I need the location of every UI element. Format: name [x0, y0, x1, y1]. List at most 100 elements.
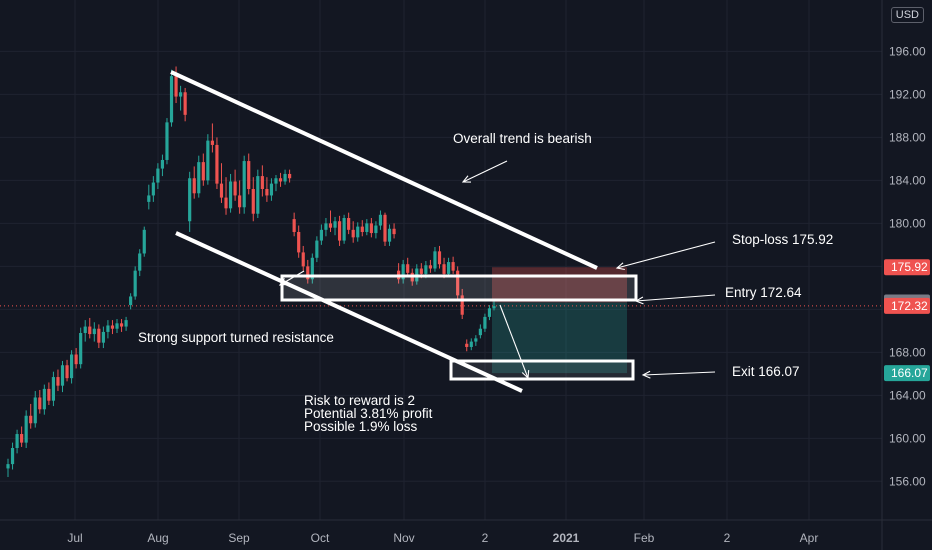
candle-body	[83, 326, 87, 334]
candle-body	[265, 188, 269, 196]
candle-body	[456, 270, 460, 296]
candle-body	[74, 354, 78, 365]
candle-body	[310, 257, 314, 280]
x-tick-label: Oct	[311, 531, 330, 545]
move-arrow	[499, 304, 530, 380]
annotations: Overall trend is bearish Strong support t…	[138, 131, 833, 434]
candle-body	[492, 306, 496, 309]
candle-body	[351, 229, 355, 238]
candle-body	[65, 365, 69, 379]
y-tick-label: 156.00	[889, 474, 926, 488]
loss-note: Possible 1.9% loss	[304, 419, 418, 434]
candle-body	[24, 415, 28, 443]
candle-body	[424, 265, 428, 274]
trend-arrow	[461, 160, 508, 183]
y-tick-label: 164.00	[889, 388, 926, 402]
candle-body	[228, 181, 233, 209]
y-tick-label: 188.00	[889, 130, 926, 144]
price-axis[interactable]: 196.00192.00188.00184.00180.00176.00172.…	[881, 0, 930, 550]
price-tag-stop: 175.92	[884, 259, 930, 276]
candle-body	[465, 343, 469, 347]
candle-body	[487, 308, 492, 317]
candle-body	[179, 92, 183, 97]
candle-body	[433, 251, 437, 269]
stop-loss-note: Stop-loss 175.92	[732, 232, 833, 247]
exit-box	[449, 359, 635, 381]
candle-body	[6, 464, 10, 469]
candle-body	[374, 225, 378, 234]
candle-body	[378, 214, 383, 226]
candle-body	[383, 214, 387, 242]
candle-body	[328, 223, 333, 228]
candle-body	[192, 178, 196, 194]
candle-body	[133, 270, 137, 297]
candle-body	[20, 434, 24, 443]
candle-body	[337, 221, 342, 241]
candle-body	[160, 159, 165, 169]
candle-body	[315, 240, 319, 258]
candle-body	[242, 161, 246, 208]
candle-body	[97, 328, 101, 343]
candle-body	[174, 76, 178, 97]
candle-body	[188, 178, 192, 222]
candle-body	[333, 221, 337, 228]
x-tick-label: Aug	[147, 531, 168, 545]
time-axis[interactable]: Jul Aug Sep Oct Nov 2 2021 Feb 2 Apr	[0, 519, 932, 545]
candle-body	[10, 447, 15, 465]
candle-body	[356, 226, 360, 238]
candle-body	[387, 228, 392, 242]
profit-note: Potential 3.81% profit	[304, 406, 433, 421]
x-tick-label: 2	[482, 531, 489, 545]
candle-body	[124, 320, 128, 327]
candle-body	[88, 326, 92, 335]
x-tick-label: Nov	[393, 531, 414, 545]
candle-body	[169, 76, 174, 123]
trend-note: Overall trend is bearish	[453, 131, 592, 146]
candle-body	[224, 197, 228, 209]
currency-button[interactable]: USD	[890, 7, 924, 23]
candle-body	[292, 219, 296, 232]
candle-body	[238, 195, 242, 208]
candle-body	[428, 265, 433, 269]
candle-body	[446, 262, 451, 274]
candle-body	[288, 173, 292, 179]
candle-body	[483, 316, 487, 329]
candle-body	[283, 173, 287, 182]
candle-body	[306, 266, 310, 280]
candle-body	[15, 434, 19, 448]
candle-body	[451, 262, 455, 271]
support-note: Strong support turned resistance	[138, 330, 334, 345]
risk-reward-note: Risk to reward is 2	[304, 393, 415, 408]
candle-body	[269, 183, 274, 196]
candle-body	[360, 226, 364, 232]
svg-text:166.07: 166.07	[891, 366, 928, 380]
candle-body	[165, 122, 169, 160]
candle-body	[297, 231, 301, 253]
candle-body	[51, 377, 56, 401]
x-tick-label: Feb	[634, 531, 655, 545]
candle-body	[369, 223, 373, 234]
candle-body	[478, 328, 482, 336]
resistance-box	[280, 274, 638, 302]
x-tick-label: 2	[724, 531, 731, 545]
candle-body	[347, 218, 351, 230]
candle-body	[301, 252, 305, 267]
y-tick-label: 196.00	[889, 44, 926, 58]
candle-body	[101, 331, 105, 343]
candle-body	[92, 328, 96, 335]
candle-body	[210, 140, 214, 145]
candle-body	[274, 178, 278, 184]
candle-body	[29, 415, 33, 424]
exit-note: Exit 166.07	[732, 364, 800, 379]
candles	[6, 66, 496, 478]
candle-body	[183, 92, 187, 115]
entry-arrow	[634, 294, 716, 305]
y-tick-label: 168.00	[889, 345, 926, 359]
candle-body	[406, 264, 410, 273]
candle-body	[119, 323, 124, 327]
candle-body	[60, 365, 65, 386]
candle-body	[278, 178, 283, 182]
support-arrow	[278, 270, 305, 286]
